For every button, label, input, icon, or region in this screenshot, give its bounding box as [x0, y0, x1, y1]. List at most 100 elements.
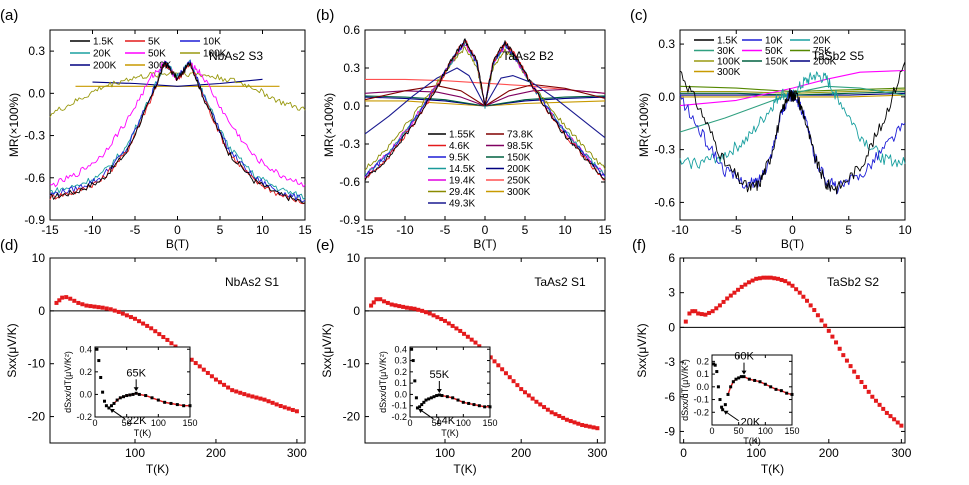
inset-point	[435, 394, 439, 398]
data-point	[157, 332, 162, 337]
data-point	[870, 394, 875, 399]
x-tick-label: 50	[122, 418, 132, 428]
y-tick-label: 0.4	[394, 344, 407, 354]
data-point	[290, 407, 295, 412]
inset-point	[432, 395, 436, 399]
data-point	[580, 423, 585, 428]
markers	[54, 295, 299, 414]
x-tick-label: 300	[287, 446, 307, 460]
inset-point	[737, 376, 741, 380]
x-tick-label: 0	[407, 418, 412, 428]
y-tick-label: -0.2	[76, 412, 92, 422]
legend-label: 20K	[813, 36, 831, 47]
panel-c: -10 -5 0 5 10 -0.6 -0.3 0.0 0.3 (c) TaSb2 S5 B(T) MR…	[630, 7, 912, 251]
legend-label: 200K	[507, 164, 531, 175]
data-point	[732, 290, 737, 295]
y-tick-label: 0.0	[658, 90, 675, 104]
x-tick-label: -5	[731, 223, 742, 237]
data-point	[707, 310, 712, 315]
y-axis-label: Sxx(μV/K)	[320, 323, 334, 377]
data-point	[397, 304, 402, 309]
x-tick-label: 300	[891, 446, 911, 460]
inset-x-label: T(K)	[441, 428, 459, 438]
panel-b: -15 -10 -5 0 5 10 15 -0.9 -0.6 -0.3 0.0 0.3 0.6 (b) Ta…	[316, 7, 612, 251]
data-point	[549, 410, 554, 415]
data-point	[899, 423, 904, 428]
inset-point	[424, 398, 428, 402]
y-axis-label: Sxx(μV/K)	[5, 323, 19, 377]
data-point	[205, 370, 210, 375]
data-point	[473, 340, 478, 345]
inset-markers	[712, 362, 794, 412]
x-tick-label: 5	[845, 223, 852, 237]
data-point	[431, 313, 436, 318]
x-axis-label: T(K)	[146, 462, 169, 476]
data-point	[54, 300, 59, 305]
data-point	[511, 379, 516, 384]
data-point	[385, 300, 390, 305]
data-point	[892, 417, 897, 422]
data-point	[112, 308, 117, 313]
data-point	[96, 305, 101, 310]
series-line-20K	[679, 71, 906, 170]
series-line-1.5K	[679, 61, 906, 195]
data-point	[895, 420, 900, 425]
data-point	[213, 377, 218, 382]
data-point	[465, 334, 470, 339]
data-point	[496, 363, 501, 368]
inset-point	[188, 404, 192, 408]
inset-point	[414, 396, 418, 400]
legend-label: 50K	[765, 46, 783, 57]
x-tick-label: 300	[587, 446, 607, 460]
y-axis-label: MR(×100%)	[7, 93, 21, 157]
data-point	[768, 275, 773, 280]
x-tick-label: 150	[482, 418, 497, 428]
annotation-peak: 60K	[734, 351, 754, 363]
y-tick-label: 0.0	[696, 382, 709, 392]
legend-label: 9.5K	[449, 153, 470, 164]
y-tick-label: 0.2	[394, 367, 407, 377]
data-point	[721, 299, 726, 304]
data-point	[286, 406, 291, 411]
inset-point	[427, 397, 431, 401]
inset-point	[734, 377, 738, 381]
inset-point	[97, 359, 101, 363]
inset-point	[134, 391, 138, 395]
series-line-20K	[49, 59, 306, 200]
series-line-1.5K	[49, 61, 306, 204]
x-tick-label: 10	[256, 223, 270, 237]
y-tick-label: 10	[32, 251, 46, 265]
y-tick-label: 0.6	[343, 23, 360, 37]
x-tick-label: 150	[182, 418, 197, 428]
legend-label: 1.5K	[93, 37, 114, 48]
data-point	[439, 317, 444, 322]
inset-point	[169, 401, 173, 405]
inset-point	[715, 370, 719, 374]
x-tick-label: 0	[789, 223, 796, 237]
data-point	[736, 287, 741, 292]
inset-point	[437, 393, 441, 397]
inset-point	[790, 392, 794, 396]
legend-label: 73.8K	[507, 130, 533, 141]
axes-frame	[711, 354, 793, 426]
data-point	[754, 276, 759, 281]
data-point	[757, 276, 762, 281]
data-point	[80, 302, 85, 307]
x-tick-label: 5	[217, 223, 224, 237]
legend-label: 4.6K	[449, 141, 470, 152]
data-point	[728, 293, 733, 298]
legend-label: 100K	[203, 49, 227, 60]
y-tick-label: 3	[668, 286, 675, 300]
x-tick-label: 200	[819, 446, 839, 460]
inset-point	[477, 404, 481, 408]
data-point	[230, 388, 235, 393]
y-tick-label: -0.9	[339, 213, 360, 227]
inset-point	[99, 375, 103, 379]
data-point	[866, 389, 871, 394]
panel-label: (d)	[0, 237, 18, 254]
inset-point	[118, 396, 122, 400]
y-tick-label: 0.3	[343, 61, 360, 75]
panel-title: TaSb2 S5	[812, 49, 864, 63]
inset-point	[112, 401, 116, 405]
